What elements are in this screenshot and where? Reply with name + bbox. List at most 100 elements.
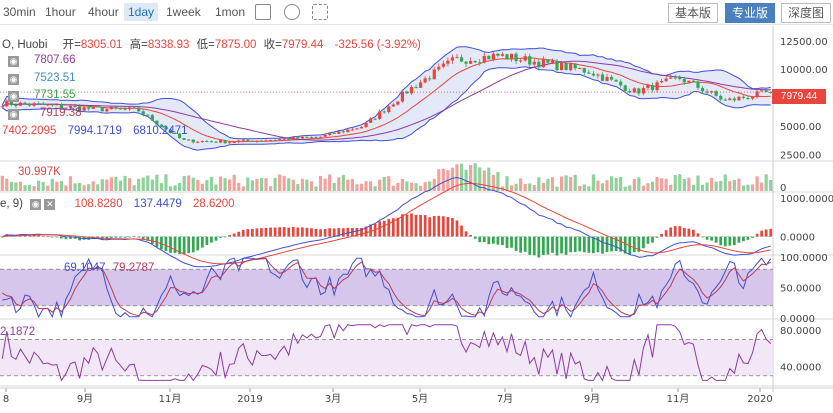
settings-icon[interactable] — [284, 4, 300, 20]
timeframe-1mon[interactable]: 1mon — [215, 5, 246, 19]
volume-bar — [346, 179, 350, 191]
macd-hist-bar — [687, 228, 691, 237]
candle-body — [491, 53, 495, 60]
indicator-icon[interactable] — [255, 4, 271, 20]
candle-body — [678, 77, 682, 80]
candle-body — [9, 100, 13, 106]
candle-body — [23, 102, 27, 105]
volume-bar — [646, 183, 650, 191]
candle-body — [582, 68, 586, 73]
candle-body — [218, 140, 223, 143]
candle-body — [137, 107, 141, 112]
volume-bar — [200, 183, 204, 191]
macd-hist-bar — [269, 227, 272, 237]
macd-hist-bar — [473, 236, 477, 239]
macd-hist-bar — [232, 233, 236, 237]
volume-bar — [478, 167, 482, 191]
candle-body — [455, 57, 459, 59]
candle-body — [364, 122, 368, 128]
candle-body — [237, 140, 241, 143]
ma-legend-1: 7807.66 — [34, 54, 76, 66]
macd-hist-bar — [137, 236, 141, 238]
candle-body — [482, 55, 486, 63]
candle-body — [419, 82, 423, 88]
candle-body — [205, 140, 209, 142]
macd-hist-bar — [196, 236, 200, 251]
candle-body — [673, 77, 677, 79]
macd-hist-bar — [542, 236, 545, 255]
macd-hist-bar — [510, 236, 513, 248]
depth-view-button[interactable]: 深度图 — [781, 3, 832, 23]
volume-bar — [569, 177, 573, 191]
fullscreen-icon[interactable] — [312, 4, 328, 20]
candle-body — [487, 55, 491, 60]
basic-view-button[interactable]: 基本版 — [668, 3, 719, 23]
volume-bar — [719, 180, 723, 191]
timeframe-4hour[interactable]: 4hour — [88, 5, 119, 19]
macd-hist-bar — [569, 236, 573, 253]
candle-body — [637, 88, 641, 94]
eye-icon[interactable]: ◉ — [8, 109, 19, 120]
macd-hist-bar — [305, 227, 309, 237]
macd-hist-bar — [705, 236, 709, 240]
candle-body — [323, 134, 327, 137]
macd-hist-bar — [519, 236, 523, 253]
eye-icon[interactable]: ◉ — [30, 199, 42, 210]
volume-legend: 30.997K — [18, 166, 61, 178]
volume-bar — [223, 178, 227, 191]
volume-bar — [273, 177, 277, 191]
volume-bar — [541, 182, 545, 191]
volume-bar — [628, 185, 632, 191]
close-value: 7979.44 — [281, 39, 324, 51]
volume-bar — [259, 178, 264, 191]
macd-dea: 137.4479 — [133, 198, 182, 210]
volume-bar — [127, 178, 132, 191]
volume-bar — [137, 178, 141, 191]
macd-hist-bar — [337, 227, 341, 237]
macd-hist-bar — [719, 236, 723, 246]
pro-view-button[interactable]: 专业版 — [725, 3, 776, 23]
macd-dif-line — [2, 176, 771, 268]
candle-body — [82, 107, 86, 111]
kdj-axis-label: 100.0000 — [780, 253, 828, 264]
volume-bar — [82, 185, 86, 191]
macd-hist-bar — [637, 236, 641, 252]
candle-body — [214, 141, 218, 143]
volume-bar — [218, 176, 223, 191]
candle-body — [228, 142, 232, 144]
eye-icon[interactable]: ◉ — [8, 74, 19, 85]
timeframe-1hour[interactable]: 1hour — [45, 5, 76, 19]
boll-upper-line — [1, 46, 771, 140]
macd-hist-bar — [664, 230, 668, 237]
volume-bar — [9, 181, 13, 191]
kdj-axis-label: 0.0000 — [780, 314, 815, 325]
timeframe-1day[interactable]: 1day — [124, 3, 159, 21]
macd-hist-bar — [746, 236, 750, 240]
macd-hist-bar — [187, 236, 191, 254]
timeframe-1week[interactable]: 1week — [166, 5, 201, 19]
eye-icon[interactable]: ◉ — [8, 91, 19, 102]
rsi-axis-label: 80.0000 — [780, 326, 821, 337]
volume-bar — [214, 184, 218, 191]
volume-bar — [573, 174, 577, 191]
macd-hist-bar — [441, 216, 445, 237]
close-icon[interactable]: ✕ — [44, 199, 56, 210]
macd-hist-bar — [514, 236, 518, 251]
x-axis-label: 9月 — [584, 393, 600, 405]
macd-hist-bar — [605, 236, 609, 253]
candle-body — [650, 85, 655, 91]
x-axis-label: 2020 — [747, 394, 772, 405]
macd-hist-bar — [587, 236, 591, 253]
volume-bar — [655, 177, 659, 191]
volume-bar — [278, 174, 282, 191]
volume-bar — [396, 182, 400, 191]
candle-body — [764, 90, 768, 93]
volume-bar — [268, 186, 273, 191]
candle-body — [255, 140, 259, 142]
eye-icon[interactable]: ◉ — [8, 56, 19, 67]
candle-body — [259, 140, 264, 142]
timeframe-30min[interactable]: 30min — [3, 5, 36, 19]
volume-bar — [423, 182, 427, 191]
volume-bar — [0, 175, 4, 191]
